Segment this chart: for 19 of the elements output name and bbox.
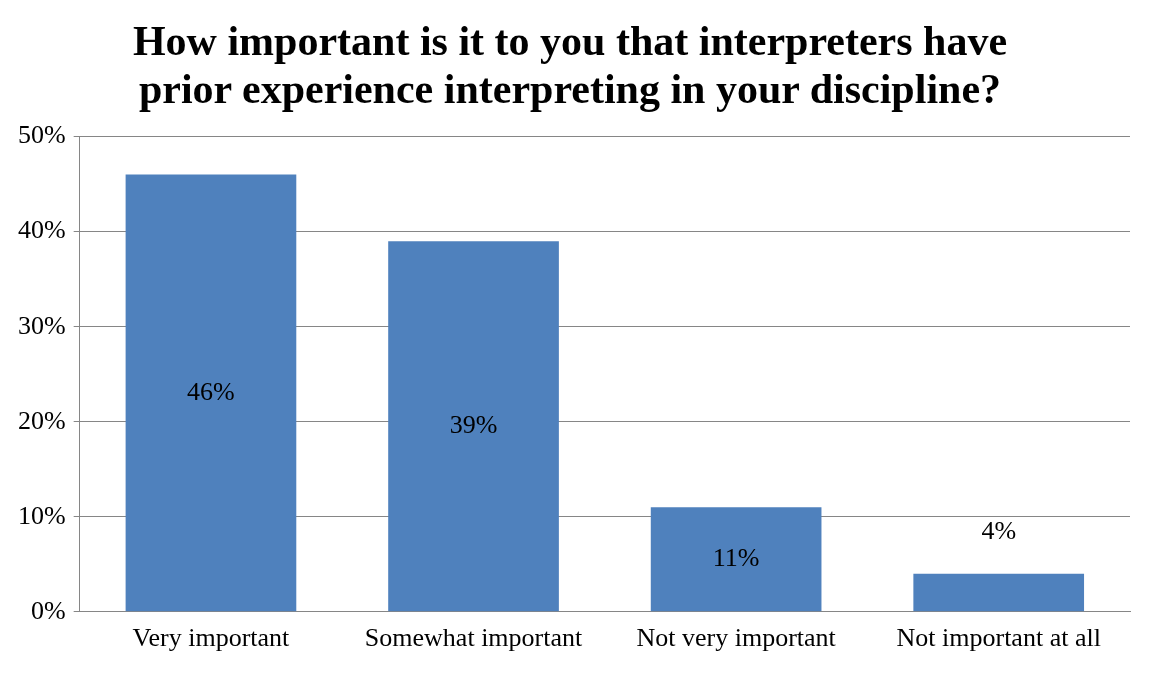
y-tick-label: 0% xyxy=(30,595,66,625)
y-tick-label: 40% xyxy=(17,215,66,245)
data-label: 4% xyxy=(981,515,1017,545)
chart-title: How important is it to you that interpreters have prior experience interpreting in your discipline? xyxy=(132,17,1008,113)
x-tick-label: Not important at all xyxy=(896,623,1101,653)
data-label: 11% xyxy=(712,543,760,573)
data-label: 46% xyxy=(187,376,235,406)
bar xyxy=(650,507,822,612)
y-tick-label: 10% xyxy=(17,500,66,530)
bar xyxy=(913,573,1085,612)
y-tick-label: 20% xyxy=(17,405,66,435)
bar xyxy=(125,174,297,612)
x-tick-label: Very important xyxy=(132,623,291,653)
bar xyxy=(388,241,559,612)
y-tick-label: 50% xyxy=(17,120,66,150)
data-label: 39% xyxy=(449,410,498,440)
x-tick-label: Not very important xyxy=(636,623,837,653)
y-tick-label: 30% xyxy=(17,310,66,340)
x-tick-label: Somewhat important xyxy=(364,623,583,653)
